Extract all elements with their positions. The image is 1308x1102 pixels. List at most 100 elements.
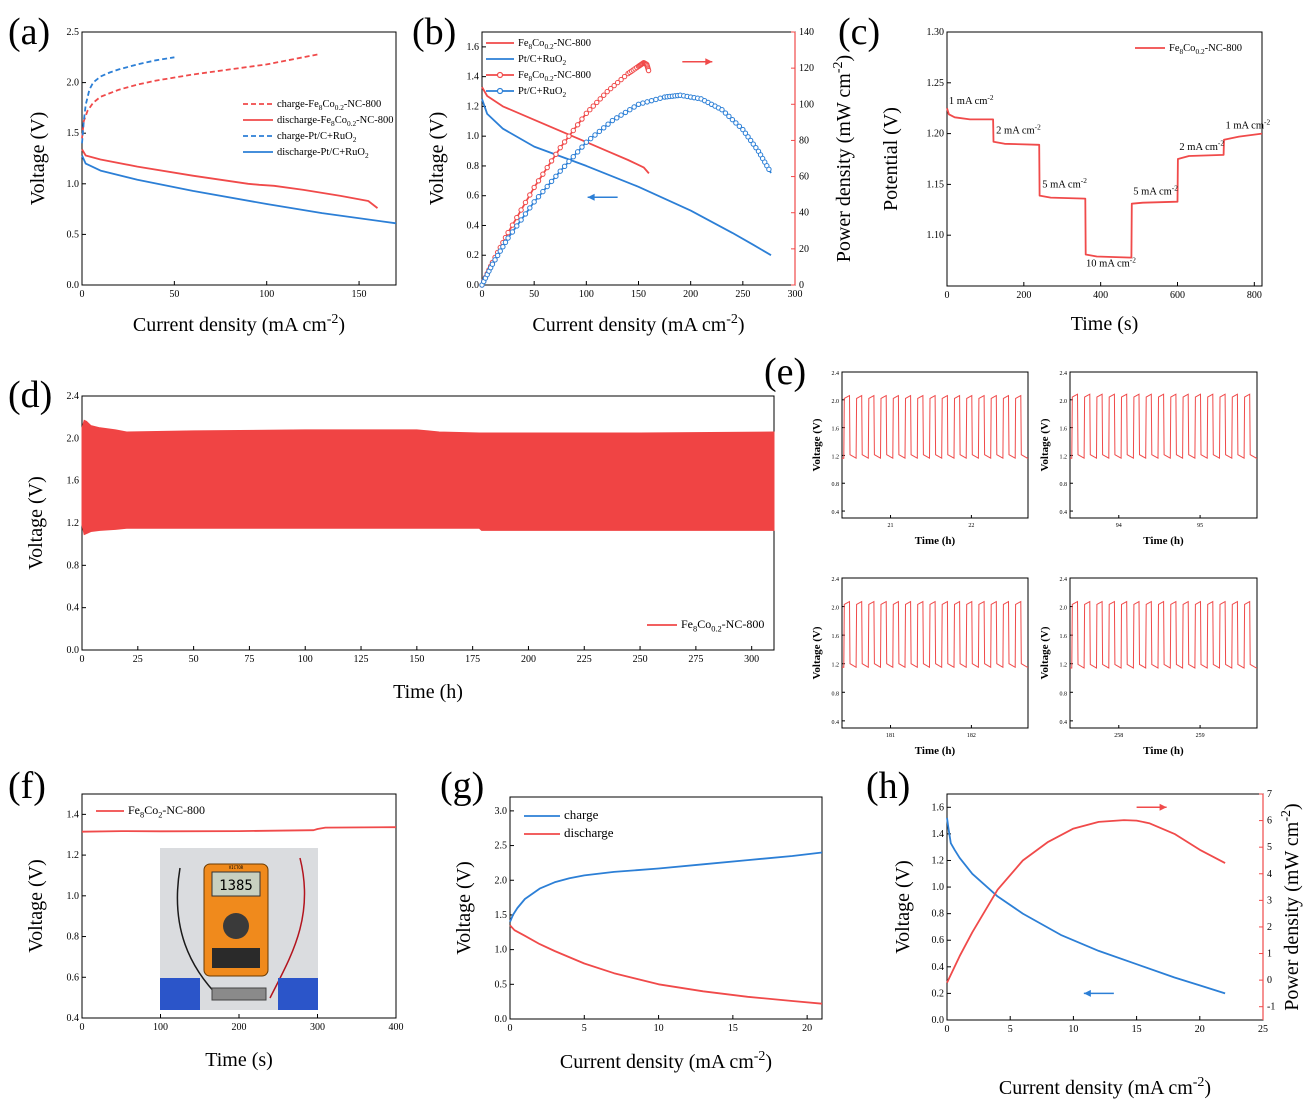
plot-frame [946, 31, 1263, 287]
y-tick-label: 2.4 [1060, 371, 1068, 377]
x-axis-title: Time (h) [393, 681, 463, 703]
legend-entry: discharge-Pt/C+RuO2 [277, 147, 369, 160]
x-tick-label: 25 [133, 654, 143, 665]
x-tick-label: 21 [888, 523, 894, 529]
x-tick-label: 200 [683, 289, 698, 300]
x-tick-label: 125 [354, 654, 369, 665]
y-tick-label: 2.0 [832, 606, 840, 612]
series-marker [544, 164, 550, 171]
series-marker [553, 151, 559, 157]
y-tick-label: 0.6 [467, 191, 480, 202]
series-line [481, 86, 650, 174]
y-tick-label: 1.10 [927, 230, 945, 241]
cycling-trace [1070, 600, 1257, 669]
x-tick-label: 20 [1195, 1024, 1205, 1035]
series-line [81, 826, 397, 833]
y-tick-label: 2.4 [1060, 577, 1068, 583]
y-tick-label: 1.0 [495, 945, 508, 956]
y-tick-label: 1.0 [67, 179, 80, 190]
x-tick-label: 300 [310, 1022, 325, 1033]
x-tick-label: 175 [465, 654, 480, 665]
series-marker [583, 139, 590, 145]
arrow-head [1159, 803, 1167, 811]
x-tick-label: 94 [1116, 523, 1122, 529]
y-tick-label: 2.5 [67, 27, 80, 38]
chart-a: 0 50 100 150 0.0 0.5 1.0 1.5 2.0 2.5 charge-Fe8Co0… [27, 27, 397, 336]
x-tick-label: 800 [1247, 290, 1262, 301]
legend-marker [496, 87, 504, 95]
multimeter-photo: 1385 VICTOR [160, 848, 318, 1010]
y-tick-label: 1.2 [67, 518, 80, 529]
x-tick-label: 275 [688, 654, 703, 665]
plot-frame [841, 577, 1029, 729]
chart-g: 0 5 10 15 20 0.0 0.5 1.0 1.5 2.0 2.5 3.0 charge disch… [453, 796, 823, 1073]
y-tick-label: 0.8 [932, 909, 945, 920]
plot-frame [1069, 577, 1258, 729]
legend-marker [496, 71, 504, 79]
y2-tick-label: 60 [799, 172, 809, 183]
y2-tick-label: 120 [799, 63, 814, 74]
y-axis-title: Voltage (V) [1039, 626, 1051, 679]
y-tick-label: 2.0 [67, 433, 80, 444]
y2-axis-title: Power density (mW cm-2) [831, 55, 855, 262]
series-marker [621, 73, 628, 80]
x-tick-label: 200 [1016, 290, 1031, 301]
legend-entry: Fe8Co2-NC-800 [128, 803, 205, 820]
series-marker [548, 178, 555, 185]
series-marker [561, 139, 568, 145]
series-marker [557, 168, 563, 174]
y-tick-label: 2.0 [67, 78, 80, 89]
series-marker [505, 229, 511, 236]
series-marker [753, 144, 759, 151]
x-axis-title: Current density (mA cm-2) [133, 312, 345, 336]
multimeter-dial [223, 913, 249, 939]
x-tick-label: 181 [886, 733, 895, 739]
y-tick-label: 1.15 [927, 179, 945, 190]
series-marker [518, 217, 524, 223]
series-marker [736, 123, 743, 129]
plot-frame [1069, 371, 1258, 519]
y2-tick-label: 140 [799, 27, 814, 38]
x-tick-label: 15 [1132, 1024, 1142, 1035]
x-tick-label: 0 [945, 290, 950, 301]
y-tick-label: 0.4 [1060, 720, 1068, 726]
plot-frame [81, 31, 397, 286]
y-axis-title: Voltage (V) [426, 112, 448, 206]
series-marker [500, 244, 506, 250]
chart-e3: 181 182 0.4 0.8 1.2 1.6 2.0 2.4 Time (h) Voltage … [811, 577, 1029, 757]
y2-tick-label: 5 [1267, 842, 1272, 853]
chart-f: 0 100 200 300 400 0.4 0.6 0.8 1.0 1.2 1.4 1385 VICTO… [25, 793, 404, 1071]
x-tick-label: 600 [1170, 290, 1185, 301]
x-tick-label: 300 [788, 289, 803, 300]
x-tick-label: 182 [967, 733, 976, 739]
x-axis-title: Time (h) [915, 535, 956, 547]
plot-frame [946, 793, 1264, 1021]
y-tick-label: 1.6 [1060, 634, 1068, 640]
x-tick-label: 0 [80, 289, 85, 300]
y-tick-label: 0.0 [67, 280, 80, 291]
step-annotation: 10 mA cm-2 [1086, 255, 1136, 269]
series-marker [645, 67, 652, 74]
step-annotation: 2 mA cm-2 [996, 122, 1041, 136]
series-marker [590, 103, 596, 109]
x-tick-label: 400 [389, 1022, 404, 1033]
y-tick-label: 1.5 [495, 910, 508, 921]
series-marker [531, 184, 537, 191]
y-tick-label: 2.4 [832, 577, 840, 583]
multimeter-reading: 1385 [219, 878, 253, 894]
y2-axis-title: Power density (mW cm-2) [1279, 803, 1303, 1010]
chart-e2: 94 95 0.4 0.8 1.2 1.6 2.0 2.4 Time (h) Voltage (V… [1039, 371, 1258, 547]
x-tick-label: 200 [521, 654, 536, 665]
y-axis-title: Voltage (V) [453, 861, 475, 955]
y-tick-label: 1.6 [1060, 427, 1068, 433]
chart-panels: 0 50 100 1500.00.51.01.52.02.5charge-Fe8Co0… [25, 27, 1303, 1099]
series-marker [733, 120, 739, 126]
plot-frame [509, 796, 823, 1020]
series-marker [509, 229, 516, 235]
arrow-head [1083, 989, 1091, 997]
series-marker [742, 130, 749, 136]
y2-tick-label: 0 [799, 280, 804, 291]
panel-letters: (a) (b) (c) (d) (e) (f) (g) (h) [8, 11, 910, 807]
series-marker [531, 199, 537, 205]
x-tick-label: 250 [633, 654, 648, 665]
